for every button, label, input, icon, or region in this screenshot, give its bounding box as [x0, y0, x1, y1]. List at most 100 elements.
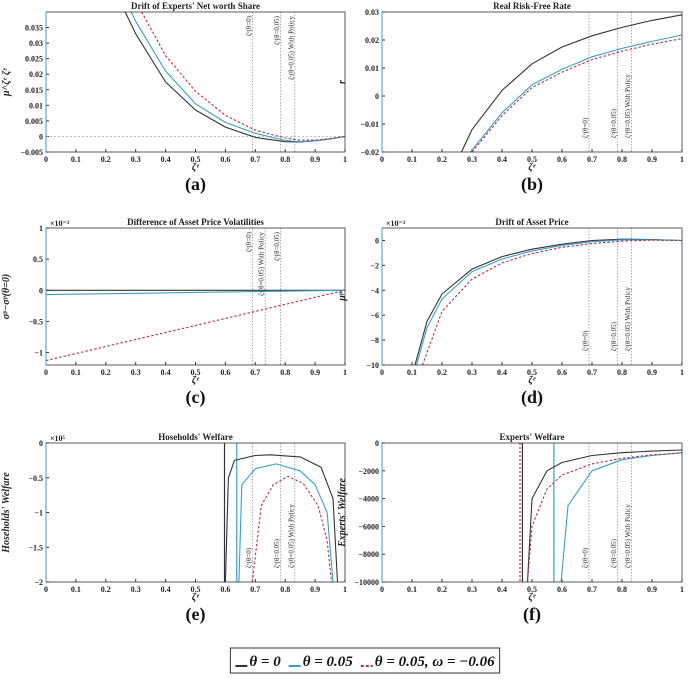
threshold-label: ζᵉ(θ=0.05) With Policy [624, 287, 632, 351]
x-tick-label: 0.4 [497, 585, 507, 594]
x-tick-label: 0.3 [131, 585, 141, 594]
series-line-theta005 [415, 239, 683, 366]
series-line-policy [45, 289, 346, 362]
x-tick-label: 0.6 [220, 368, 230, 377]
y-tick-label: 0.005 [25, 117, 43, 126]
series-line-theta0 [526, 449, 683, 583]
series-line-theta0 [224, 454, 339, 583]
legend-label: θ = 0.05 [303, 654, 354, 670]
x-tick-label: 1 [680, 368, 684, 377]
x-tick-label: 0.7 [250, 368, 260, 377]
x-tick-label: 0 [380, 155, 384, 164]
x-tick-label: 0 [44, 368, 48, 377]
x-tick-label: 0.7 [587, 585, 597, 594]
x-axis-label: ζᵉ [528, 375, 535, 386]
legend-label: θ = 0 [249, 654, 281, 670]
x-tick-label: 1 [343, 585, 347, 594]
x-tick-label: 0 [44, 585, 48, 594]
y-tick-label: −2000 [358, 467, 379, 476]
threshold-label: ζᵉ(θ=0.05) [273, 15, 281, 45]
x-tick-label: 0.2 [101, 155, 111, 164]
y-tick-label: −0.01 [360, 120, 379, 129]
y-axis-label: Experts' Welfare [337, 478, 348, 548]
x-tick-label: 0.4 [161, 585, 171, 594]
threshold-label: ζᵉ(θ=0.05) [610, 321, 618, 351]
x-tick-label: 0.7 [250, 585, 260, 594]
y-tick-label: −0.5 [28, 474, 43, 483]
x-tick-label: 0.1 [407, 585, 417, 594]
series-line-theta0 [124, 11, 346, 143]
threshold-label: ζᵉ(θ=0) [582, 330, 590, 351]
y-tick-label: −4000 [358, 495, 379, 504]
x-tick-label: 0.7 [587, 368, 597, 377]
x-axis-label: ζᵉ [192, 162, 199, 173]
x-tick-label: 0.7 [587, 155, 597, 164]
threshold-label: ζᵉ(θ=0) [245, 15, 253, 36]
y-tick-label: 0.015 [25, 86, 43, 95]
y-tick-label: −1 [34, 349, 43, 358]
x-tick-label: 1 [680, 155, 684, 164]
y-axis-label: r [337, 80, 348, 84]
y-tick-label: 0 [39, 132, 43, 141]
series-line-theta0 [461, 14, 683, 153]
threshold-label: ζᵉ(θ=0.05) With Policy [258, 232, 266, 296]
x-tick-label: 0.5 [191, 155, 201, 164]
y-tick-label: −6 [370, 311, 379, 320]
plot-frame [381, 227, 683, 366]
x-tick-label: 0.4 [161, 155, 171, 164]
series-line-theta005 [560, 452, 683, 583]
x-tick-label: 0.8 [280, 368, 290, 377]
x-tick-label: 0.1 [71, 368, 81, 377]
x-tick-label: 0.9 [310, 155, 320, 164]
x-tick-label: 0.5 [191, 368, 201, 377]
series-line-policy [421, 239, 683, 366]
plot-frame [45, 11, 346, 153]
x-tick-label: 1 [343, 368, 347, 377]
x-tick-label: 0.5 [527, 368, 537, 377]
series-line-theta005 [130, 11, 346, 143]
threshold-label: ζᵉ(θ=0.05) [273, 231, 281, 261]
threshold-label: ζᵉ(θ=0.05) With Policy [624, 504, 632, 568]
chart-title: Drift of Asset Price [495, 217, 568, 227]
x-tick-label: 0.2 [437, 155, 447, 164]
y-tick-label: 0 [39, 439, 43, 448]
y-tick-label: −8000 [358, 550, 379, 559]
y-tick-label: 1 [39, 224, 43, 233]
x-tick-label: 0.8 [617, 585, 627, 594]
x-tick-label: 0.5 [527, 155, 537, 164]
y-tick-label: −2 [34, 578, 43, 587]
panel-a: Drift of Experts' Net worth Share 0 0.1 0.2… [1, 1, 347, 195]
y-tick-label: −8 [370, 336, 379, 345]
y-tick-label: 0.01 [29, 101, 43, 110]
threshold-label: ζᵉ(θ=0.05) With Policy [287, 16, 295, 80]
y-tick-label: −10000 [354, 578, 379, 587]
x-tick-label: 0.2 [437, 585, 447, 594]
series-line-policy [471, 38, 683, 153]
x-tick-label: 1 [343, 155, 347, 164]
panel-d: Drift of Asset Price 0 0.1 0.2 0.3 0.4 0.5 0.6 0… [337, 217, 684, 408]
y-tick-label: 0 [375, 92, 379, 101]
chart-title: Hoseholds' Welfare [158, 432, 232, 442]
y-axis-label: μ^ζᵉ ζᵉ [1, 68, 12, 97]
y-tick-label: 0.035 [25, 24, 43, 33]
series-line-theta005 [470, 34, 683, 153]
y-tick-label: −1 [34, 509, 43, 518]
threshold-label: ζᵉ(θ=0.05) [610, 538, 618, 568]
x-tick-label: 0 [380, 585, 384, 594]
x-tick-label: 0 [380, 368, 384, 377]
chart-title: Experts' Welfare [500, 432, 565, 442]
threshold-label: ζᵉ(θ=0) [582, 547, 590, 568]
axis-multiplier: ×10⁵ [50, 434, 66, 443]
x-tick-label: 0.4 [497, 155, 507, 164]
x-tick-label: 0.9 [310, 368, 320, 377]
panel-label: (b) [521, 174, 543, 195]
threshold-label: ζᵉ(θ=0) [245, 231, 253, 252]
legend-label: θ = 0.05, ω = −0.06 [375, 654, 495, 670]
y-tick-label: −0.02 [360, 148, 379, 157]
x-axis-label: ζᵉ [528, 162, 535, 173]
y-axis-label: μᵖ [337, 291, 348, 302]
panel-label: (a) [185, 174, 206, 195]
x-tick-label: 0.9 [647, 585, 657, 594]
x-tick-label: 0.1 [71, 585, 81, 594]
x-tick-label: 0.8 [280, 585, 290, 594]
